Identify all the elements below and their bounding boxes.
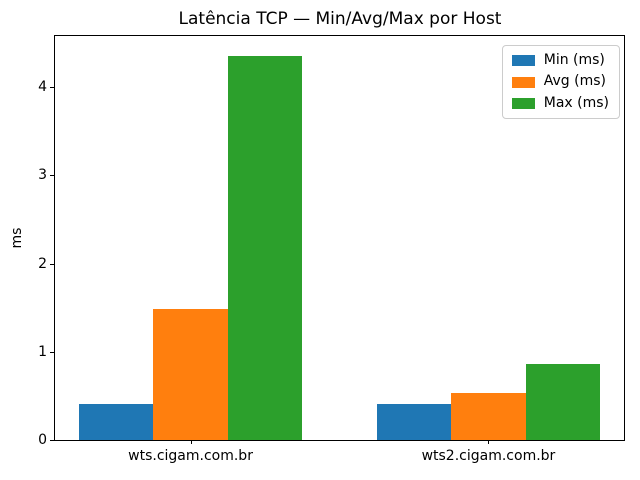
legend: Min (ms) Avg (ms) Max (ms) <box>501 45 620 120</box>
legend-swatch-min <box>511 55 535 67</box>
bar-min <box>376 403 452 440</box>
y-tick <box>50 87 54 89</box>
y-tick-label: 3 <box>38 167 47 184</box>
legend-item-min: Min (ms) <box>511 52 609 68</box>
y-tick <box>50 263 54 265</box>
y-tick-label: 2 <box>38 255 47 272</box>
y-tick-label: 4 <box>38 79 47 96</box>
x-tick <box>488 440 490 444</box>
y-tick <box>50 440 54 441</box>
bar-max <box>525 364 601 440</box>
legend-swatch-max <box>511 97 535 109</box>
y-tick-label: 1 <box>38 343 47 360</box>
y-tick-label: 0 <box>38 432 47 448</box>
legend-item-max: Max (ms) <box>511 94 609 111</box>
x-tick <box>190 440 192 444</box>
chart-title: Latência TCP — Min/Avg/Max por Host <box>178 9 502 29</box>
bar-avg <box>451 393 526 440</box>
y-tick <box>50 175 54 177</box>
x-tick-label: wts2.cigam.com.br <box>421 448 556 464</box>
legend-item-label: Min (ms) <box>543 52 605 68</box>
x-tick-label: wts.cigam.com.br <box>128 448 253 464</box>
y-axis-label: ms <box>9 227 25 249</box>
y-tick <box>50 351 54 353</box>
legend-item-avg: Avg (ms) <box>511 73 609 90</box>
bar-min <box>78 403 154 440</box>
legend-item-label: Max (ms) <box>543 94 609 111</box>
legend-swatch-avg <box>511 76 535 88</box>
legend-item-label: Avg (ms) <box>543 73 606 90</box>
bar-avg <box>153 309 228 440</box>
bar-max <box>227 56 303 440</box>
